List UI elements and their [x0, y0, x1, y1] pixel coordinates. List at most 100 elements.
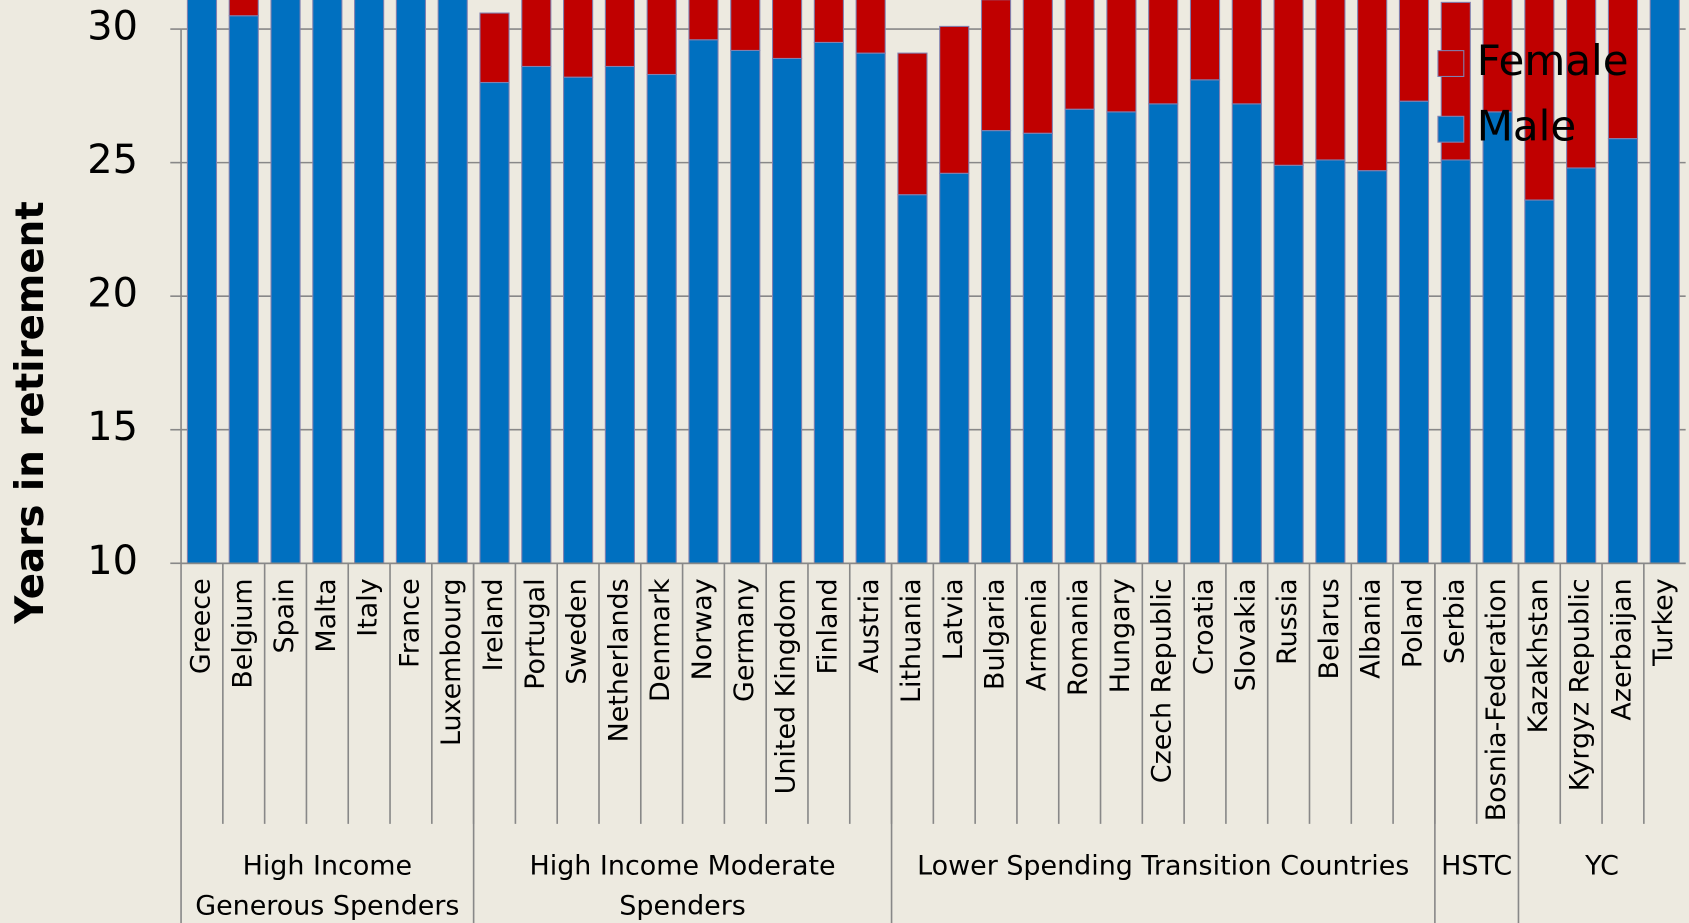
- bar-segment: [855, 52, 886, 564]
- bar-segment: [563, 76, 594, 564]
- bar-segment: [1148, 0, 1179, 105]
- x-tick-label: Belarus: [1314, 578, 1345, 679]
- group-label: Lower Spending Transition Countries: [917, 849, 1410, 881]
- bar-segment: [1231, 103, 1262, 564]
- bar-segment: [771, 57, 803, 564]
- group-label-box: Lower Spending Transition Countries: [917, 849, 1410, 881]
- bar-segment: [1398, 100, 1430, 564]
- bar-segment: [1189, 79, 1221, 564]
- group-label: HSTC: [1441, 849, 1513, 881]
- bar-segment: [1357, 170, 1388, 564]
- x-tick-label: Turkey: [1648, 578, 1679, 667]
- x-tick-label: Ireland: [478, 578, 509, 671]
- x-tick-label: Denmark: [645, 578, 676, 702]
- x-tick-label: Norway: [687, 578, 718, 680]
- x-tick-label: Spain: [269, 578, 300, 653]
- bar-segment: [479, 81, 510, 564]
- x-tick-label: Latvia: [938, 578, 969, 660]
- bar-segment: [521, 0, 552, 68]
- bar-segment: [1524, 0, 1555, 201]
- x-tick-label: Hungary: [1105, 578, 1136, 693]
- bar-segment: [521, 65, 552, 564]
- bar-segment: [1106, 111, 1137, 564]
- group-label-box: HSTC: [1441, 849, 1513, 881]
- x-tick-label: Finland: [812, 578, 843, 674]
- bar-segment: [228, 0, 259, 17]
- x-tick-label: Austria: [854, 578, 885, 673]
- group-label: High Income Generous Spenders: [195, 849, 460, 921]
- bar-segment: [186, 0, 218, 564]
- group-label-box: High Income Generous Spenders: [195, 849, 460, 921]
- group-label-box: High Income Moderate Spenders: [529, 849, 836, 921]
- x-tick-label: Albania: [1356, 578, 1387, 678]
- bar-segment: [1189, 0, 1221, 81]
- x-tick-label: Belgium: [227, 578, 258, 688]
- x-tick-label: Poland: [1397, 578, 1428, 668]
- x-tick-label: Serbia: [1439, 578, 1470, 664]
- bar-segment: [939, 25, 970, 174]
- y-tick-label: 15: [87, 404, 138, 450]
- bar-segment: [939, 172, 970, 564]
- bar-segment: [604, 65, 635, 564]
- x-tick-label: Azerbaijan: [1606, 578, 1637, 720]
- bar-segment: [730, 0, 761, 51]
- bar-segment: [1607, 138, 1639, 564]
- bar-segment: [437, 0, 468, 564]
- bar-segment: [897, 194, 928, 564]
- bar-segment: [1524, 199, 1555, 564]
- bar-segment: [1482, 0, 1513, 113]
- bar-segment: [730, 49, 761, 564]
- bar-segment: [1482, 111, 1513, 564]
- bar-segment: [771, 0, 803, 59]
- x-tick-label: Italy: [353, 578, 384, 636]
- x-tick-label: Russia: [1272, 578, 1303, 665]
- x-tick-label: Lithuania: [896, 578, 927, 703]
- bar-segment: [688, 39, 719, 564]
- bar-segment: [1022, 132, 1053, 564]
- bar-segment: [1607, 0, 1639, 140]
- bar-segment: [1315, 159, 1346, 564]
- bar-segment: [646, 73, 677, 564]
- legend-label: Male: [1477, 102, 1576, 151]
- bar-segment: [312, 0, 343, 564]
- group-label-box: YC: [1585, 850, 1619, 881]
- bar-segment: [270, 0, 301, 564]
- bar-segment: [688, 0, 719, 41]
- bar-segment: [1106, 0, 1137, 113]
- y-tick-label: 30: [87, 4, 138, 50]
- x-tick-label: Slovakia: [1230, 578, 1261, 691]
- bar-segment: [354, 0, 385, 564]
- bar-segment: [813, 41, 844, 564]
- group-label: High Income Moderate Spenders: [529, 849, 836, 921]
- x-tick-label: Croatia: [1189, 578, 1220, 675]
- bar-segment: [228, 15, 259, 564]
- bar-segment: [1398, 0, 1430, 102]
- x-tick-label: Kyrgyz Republic: [1565, 578, 1596, 791]
- bar-segment: [604, 0, 635, 68]
- bar-segment: [1440, 159, 1471, 564]
- bar-segment: [1273, 164, 1304, 564]
- x-tick-label: Sweden: [562, 578, 593, 684]
- x-tick-label: Bosnia-Federation: [1481, 578, 1512, 821]
- bar-segment: [1148, 103, 1179, 564]
- legend-swatch: [1437, 50, 1465, 78]
- x-tick-label: Portugal: [520, 578, 551, 689]
- bar-segment: [1022, 0, 1053, 134]
- bar-segment: [646, 0, 677, 76]
- legend-swatch: [1437, 115, 1465, 143]
- bar-segment: [1649, 0, 1680, 564]
- bar-segment: [897, 52, 928, 196]
- x-tick-label: Germany: [729, 578, 760, 702]
- bar-segment: [1315, 0, 1346, 161]
- y-tick-label: 25: [87, 137, 138, 183]
- x-tick-label: Romania: [1063, 578, 1094, 696]
- x-tick-label: France: [394, 578, 425, 667]
- x-tick-label: Netherlands: [603, 578, 634, 742]
- bar-segment: [980, 0, 1012, 132]
- y-tick-label: 20: [87, 271, 138, 317]
- bar-segment: [1273, 0, 1304, 166]
- bar-segment: [980, 130, 1012, 564]
- x-tick-label: Bulgaria: [980, 578, 1011, 690]
- bar-segment: [855, 0, 886, 54]
